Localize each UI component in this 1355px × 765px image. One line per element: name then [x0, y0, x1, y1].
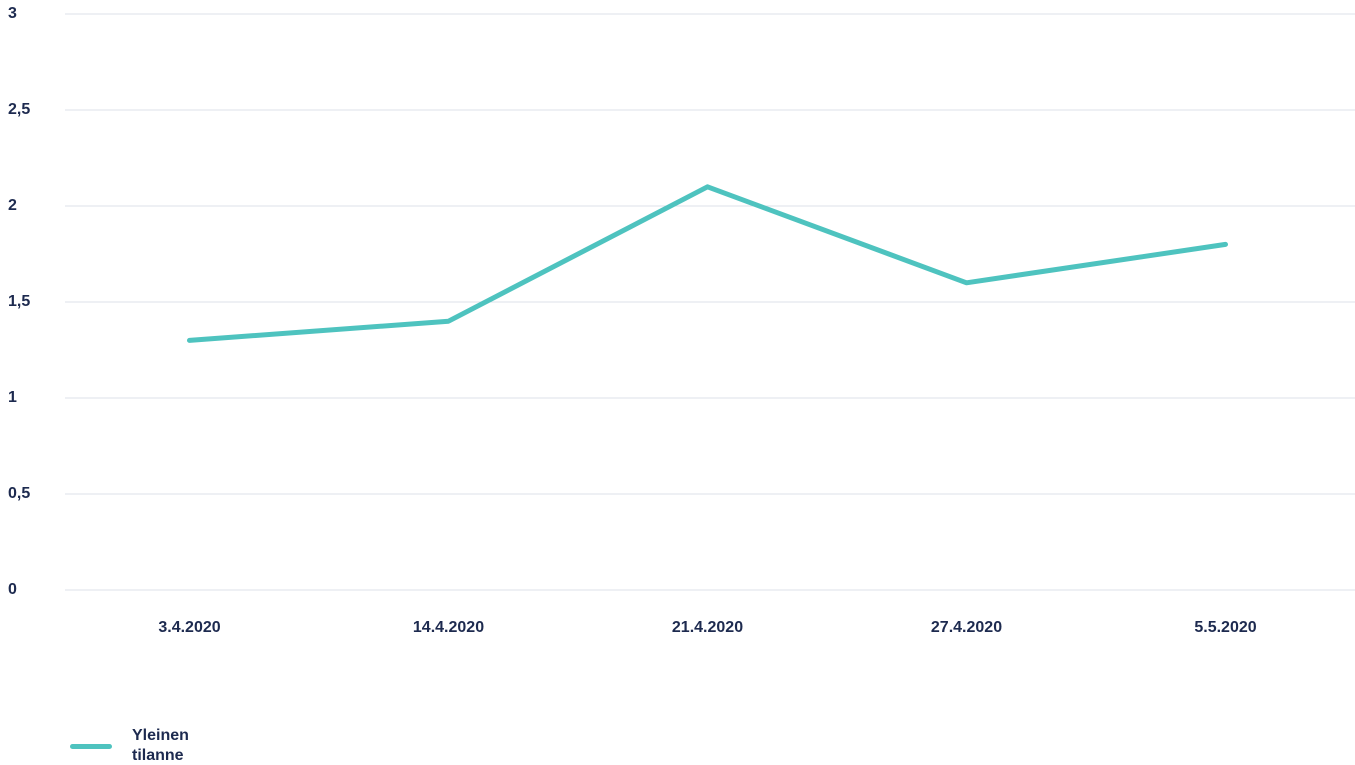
y-tick-label: 3 — [8, 5, 17, 22]
legend: Yleinen tilanne — [70, 726, 212, 765]
chart: 0 0,5 1 1,5 2 2,5 3 3.4.2020 14.4.2020 21.4.2020 2… — [8, 5, 1355, 636]
x-tick-label: 5.5.2020 — [1194, 619, 1256, 636]
x-tick-label: 14.4.2020 — [413, 619, 484, 636]
legend-label: Yleinen tilanne — [132, 727, 189, 764]
x-tick-label: 3.4.2020 — [158, 619, 220, 636]
y-tick-label: 1 — [8, 389, 17, 406]
y-tick-label: 0 — [8, 581, 17, 598]
x-tick-label: 27.4.2020 — [931, 619, 1002, 636]
y-tick-label: 0,5 — [8, 485, 30, 502]
y-tick-label: 2,5 — [8, 101, 30, 118]
y-tick-label: 2 — [8, 197, 17, 214]
x-tick-label: 21.4.2020 — [672, 619, 743, 636]
y-tick-label: 1,5 — [8, 293, 30, 310]
legend-swatch — [70, 743, 112, 749]
series-line — [187, 184, 1228, 343]
